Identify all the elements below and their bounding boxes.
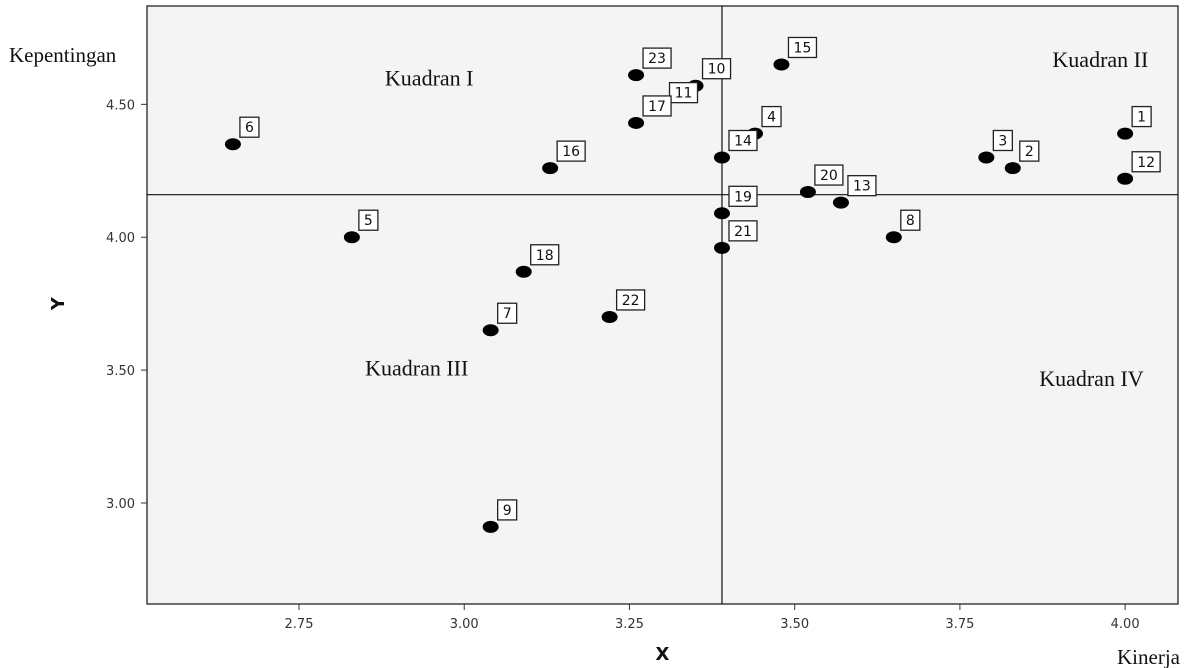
x-tick-label: 4.00 xyxy=(1111,617,1140,632)
data-point-6 xyxy=(224,138,241,151)
point-label: 22 xyxy=(622,293,640,309)
point-label: 19 xyxy=(734,189,752,205)
data-point-20 xyxy=(799,186,816,199)
data-point-2 xyxy=(1004,162,1021,175)
point-label-box xyxy=(1131,105,1152,128)
y-tick-label: 3.00 xyxy=(106,497,135,512)
point-label: 8 xyxy=(906,213,915,229)
point-label: 16 xyxy=(562,144,580,160)
point-label-box xyxy=(642,47,672,69)
point-label: 12 xyxy=(1137,155,1155,171)
point-label-box xyxy=(642,95,672,117)
data-point-16 xyxy=(542,162,559,175)
data-point-15 xyxy=(773,58,790,71)
point-label-box xyxy=(761,105,782,128)
point-label: 9 xyxy=(503,503,512,519)
point-label-box xyxy=(239,116,260,138)
point-label-box xyxy=(615,289,646,311)
point-label: 18 xyxy=(536,248,554,264)
point-label-box xyxy=(1019,140,1040,162)
y-tick-label: 4.50 xyxy=(106,98,135,113)
point-label: 1 xyxy=(1137,110,1146,126)
data-point-8 xyxy=(885,231,902,244)
point-label-box xyxy=(847,175,877,197)
data-point-17 xyxy=(628,116,645,129)
point-label-box xyxy=(728,129,758,152)
x-tick-label: 3.75 xyxy=(945,617,974,632)
data-point-12 xyxy=(1117,172,1134,185)
x-tick-label: 2.75 xyxy=(285,617,314,632)
point-label-box xyxy=(358,209,379,231)
point-label-box xyxy=(728,220,758,242)
y-axis-ticks: 3.00 3.50 4.00 4.50 xyxy=(106,98,147,512)
quadrant-label-iii: Kuadran III xyxy=(365,355,468,380)
data-point-18 xyxy=(515,265,532,278)
data-point-21 xyxy=(713,241,730,254)
point-label-box xyxy=(814,164,844,186)
point-label: 13 xyxy=(853,179,871,195)
point-label: 4 xyxy=(767,110,776,126)
point-label-box xyxy=(992,129,1013,152)
point-label-box xyxy=(556,140,586,162)
y-axis-title: Y xyxy=(48,296,69,311)
x-tick-label: 3.50 xyxy=(780,617,809,632)
data-point-9 xyxy=(482,520,499,533)
data-point-7 xyxy=(482,324,499,337)
x-axis-ticks: 2.75 3.00 3.25 3.50 3.75 4.00 xyxy=(285,604,1140,632)
point-label: 6 xyxy=(245,120,254,136)
point-label: 5 xyxy=(364,213,373,229)
point-label: 11 xyxy=(675,86,693,102)
point-label: 3 xyxy=(998,133,1007,149)
point-label-box xyxy=(530,244,560,266)
point-label: 20 xyxy=(820,168,838,184)
quadrant-label-ii: Kuadran II xyxy=(1052,47,1148,72)
x-axis-corner-label: Kinerja xyxy=(1117,645,1181,668)
y-tick-label: 4.00 xyxy=(106,231,135,246)
point-label: 15 xyxy=(794,40,812,56)
x-axis-title: X xyxy=(656,644,670,665)
point-label: 10 xyxy=(708,62,726,78)
point-label: 7 xyxy=(503,306,512,322)
y-axis-corner-label: Kepentingan xyxy=(9,43,117,67)
point-label-box xyxy=(701,58,732,80)
point-label: 21 xyxy=(734,224,752,240)
point-label: 14 xyxy=(734,133,752,149)
point-label-box xyxy=(900,209,921,231)
quadrant-dividers xyxy=(147,6,1178,604)
point-label: 2 xyxy=(1025,144,1034,160)
point-label-box xyxy=(497,499,518,521)
point-label-box xyxy=(668,82,699,104)
data-point-13 xyxy=(832,196,849,209)
data-point-1 xyxy=(1117,127,1134,140)
data-point-23 xyxy=(628,69,645,82)
point-label: 17 xyxy=(648,99,666,115)
point-label-box xyxy=(497,302,518,324)
x-tick-label: 3.25 xyxy=(615,617,644,632)
point-label-box xyxy=(728,185,758,207)
quadrant-label-i: Kuadran I xyxy=(385,66,474,91)
data-point-5 xyxy=(343,231,360,244)
point-label-box xyxy=(1131,151,1161,173)
data-point-22 xyxy=(601,310,618,323)
y-tick-label: 3.50 xyxy=(106,364,135,379)
data-point-3 xyxy=(978,151,995,164)
quadrant-label-iv: Kuadran IV xyxy=(1039,366,1144,391)
data-point-19 xyxy=(713,207,730,220)
data-point-14 xyxy=(713,151,730,164)
quadrant-labels: Kuadran I Kuadran II Kuadran III Kuadran IV xyxy=(365,47,1148,391)
point-label-box xyxy=(787,36,818,59)
point-label: 23 xyxy=(648,51,666,67)
x-tick-label: 3.00 xyxy=(450,617,479,632)
